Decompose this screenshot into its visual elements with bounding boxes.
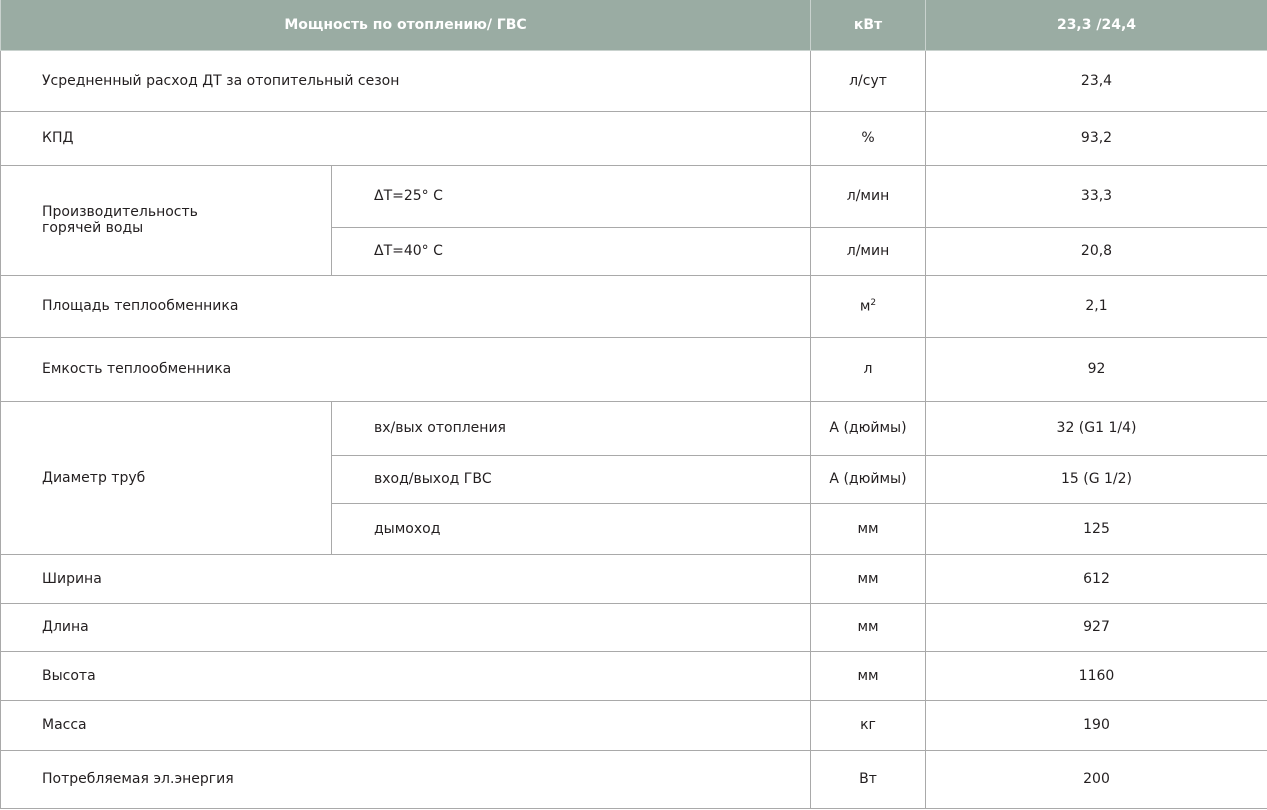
row-unit: л/сут — [810, 49, 926, 112]
row-label: КПД — [0, 110, 811, 166]
table-header: Мощность по отоплению/ ГВС кВт 23,3 /24,… — [0, 0, 1267, 51]
row-value: 200 — [925, 749, 1267, 809]
row-unit: л — [810, 336, 926, 402]
table-row: Длина мм 927 — [0, 602, 1267, 652]
sub-label: ΔT=40° C — [331, 226, 811, 276]
row-value: 23,4 — [925, 49, 1267, 112]
unit-superscript: 2 — [870, 297, 877, 308]
table-row: Производительность горячей воды ΔT=25° C… — [0, 164, 1267, 276]
sub-label: вх/вых отопления — [331, 400, 811, 456]
row-value: 612 — [925, 553, 1267, 604]
row-label: Диаметр труб — [0, 400, 332, 555]
row-value: 93,2 — [925, 110, 1267, 166]
row-unit: л/мин — [810, 164, 926, 228]
row-unit: м2 — [810, 274, 926, 338]
header-unit: кВт — [810, 0, 926, 51]
row-label: Масса — [0, 699, 811, 751]
table-row: Масса кг 190 — [0, 699, 1267, 751]
table-row: ΔT=40° C л/мин 20,8 — [1, 226, 1267, 276]
row-unit: А (дюймы) — [810, 454, 926, 504]
label-line: горячей воды — [42, 220, 144, 236]
table-row: дымоход мм 125 — [1, 502, 1267, 555]
row-value: 15 (G 1/2) — [925, 454, 1267, 504]
sub-label: дымоход — [331, 502, 811, 555]
table-row: Высота мм 1160 — [0, 650, 1267, 701]
header-parameter: Мощность по отоплению/ ГВС — [0, 0, 811, 51]
sub-label: вход/выход ГВС — [331, 454, 811, 504]
row-label-hot-water: Производительность горячей воды — [0, 164, 332, 276]
table-row: вход/выход ГВС А (дюймы) 15 (G 1/2) — [1, 454, 1267, 504]
table-row: Усредненный расход ДТ за отопительный се… — [0, 49, 1267, 112]
row-unit: мм — [810, 650, 926, 701]
row-value: 2,1 — [925, 274, 1267, 338]
row-value: 33,3 — [925, 164, 1267, 228]
table-row: Диаметр труб вх/вых отопления А (дюймы) … — [0, 400, 1267, 555]
header-value: 23,3 /24,4 — [925, 0, 1267, 51]
row-label: Усредненный расход ДТ за отопительный се… — [0, 49, 811, 112]
row-label: Длина — [0, 602, 811, 652]
row-unit: л/мин — [810, 226, 926, 276]
row-label: Ширина — [0, 553, 811, 604]
row-label: Высота — [0, 650, 811, 701]
table-row: Площадь теплообменника м2 2,1 — [0, 274, 1267, 338]
row-value: 20,8 — [925, 226, 1267, 276]
row-label: Потребляемая эл.энергия — [0, 749, 811, 809]
row-value: 927 — [925, 602, 1267, 652]
row-value: 92 — [925, 336, 1267, 402]
table-row: Ширина мм 612 — [0, 553, 1267, 604]
row-unit: Вт — [810, 749, 926, 809]
label-line: Производительность — [42, 204, 198, 220]
sub-label: ΔT=25° C — [331, 164, 811, 228]
row-value: 32 (G1 1/4) — [925, 400, 1267, 456]
unit-base: м — [859, 298, 871, 315]
row-unit: мм — [810, 602, 926, 652]
row-unit: % — [810, 110, 926, 166]
row-unit: мм — [810, 502, 926, 555]
row-value: 1160 — [925, 650, 1267, 701]
row-value: 190 — [925, 699, 1267, 751]
row-unit: А (дюймы) — [810, 400, 926, 456]
row-label: Емкость теплообменника — [0, 336, 811, 402]
table-row: Емкость теплообменника л 92 — [0, 336, 1267, 402]
row-value: 125 — [925, 502, 1267, 555]
row-unit: мм — [810, 553, 926, 604]
table-row: Потребляемая эл.энергия Вт 200 — [0, 749, 1267, 809]
row-label: Площадь теплообменника — [0, 274, 811, 338]
table-row: КПД % 93,2 — [0, 110, 1267, 166]
row-unit: кг — [810, 699, 926, 751]
